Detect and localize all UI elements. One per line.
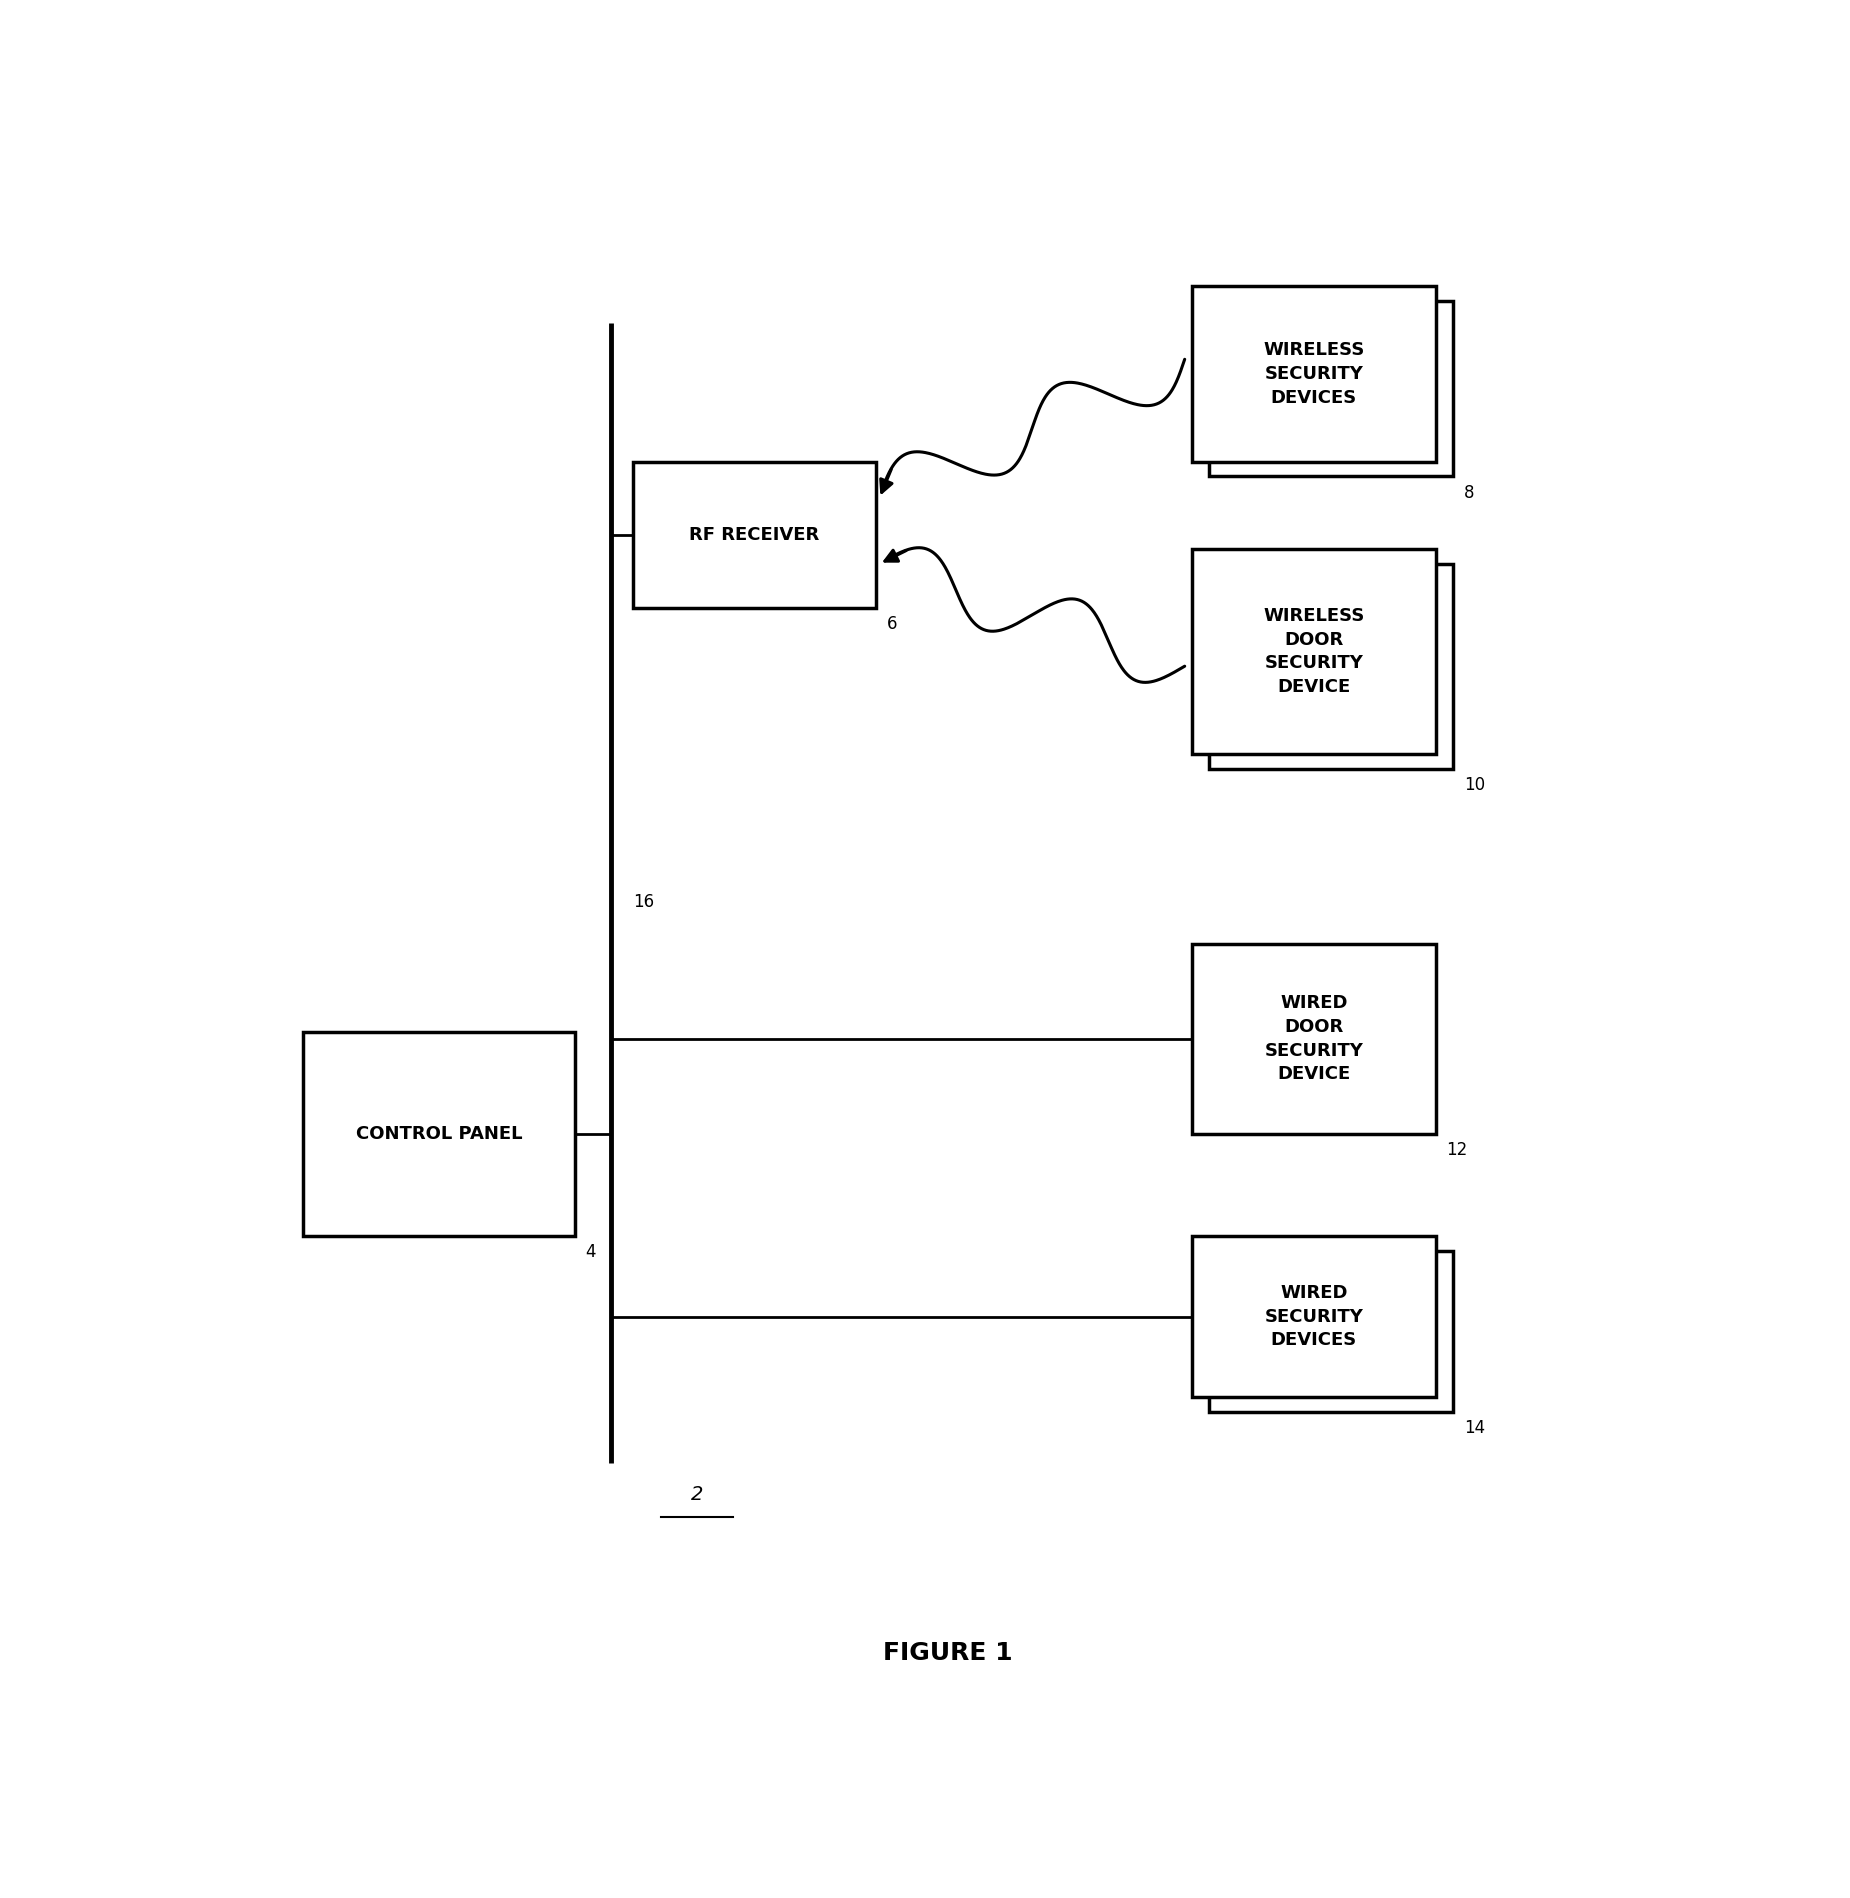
Text: RF RECEIVER: RF RECEIVER — [690, 526, 820, 543]
Text: WIRED
DOOR
SECURITY
DEVICE: WIRED DOOR SECURITY DEVICE — [1264, 995, 1363, 1084]
Bar — [1191, 1236, 1436, 1397]
Text: WIRED
SECURITY
DEVICES: WIRED SECURITY DEVICES — [1264, 1283, 1363, 1349]
Bar — [303, 1033, 575, 1236]
Text: 2: 2 — [692, 1484, 703, 1503]
Bar — [1191, 943, 1436, 1133]
Bar — [1191, 287, 1436, 461]
Bar — [1210, 564, 1452, 769]
Text: WIRELESS
DOOR
SECURITY
DEVICE: WIRELESS DOOR SECURITY DEVICE — [1264, 607, 1365, 697]
Text: FIGURE 1: FIGURE 1 — [882, 1640, 1014, 1665]
Text: WIRELESS
SECURITY
DEVICES: WIRELESS SECURITY DEVICES — [1264, 342, 1365, 406]
Text: 14: 14 — [1465, 1420, 1486, 1437]
Bar — [1210, 1251, 1452, 1412]
Bar — [1191, 549, 1436, 754]
Text: 4: 4 — [585, 1243, 596, 1262]
Text: 6: 6 — [886, 615, 897, 634]
Text: 8: 8 — [1465, 484, 1474, 501]
Bar — [633, 461, 877, 607]
Text: 16: 16 — [633, 892, 653, 911]
Text: CONTROL PANEL: CONTROL PANEL — [355, 1126, 522, 1143]
Text: 12: 12 — [1445, 1141, 1467, 1160]
Bar — [1210, 302, 1452, 476]
Text: 10: 10 — [1465, 776, 1486, 793]
